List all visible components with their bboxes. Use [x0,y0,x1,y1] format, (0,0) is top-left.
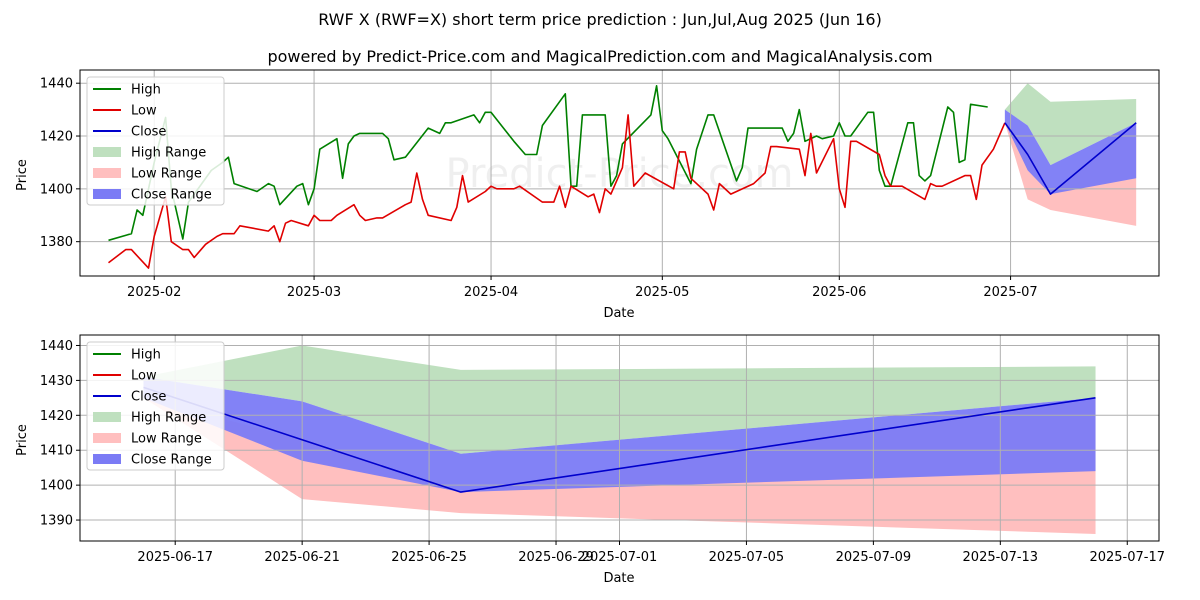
bottom-legend-label: Close [131,390,166,405]
top-x-tick-label: 2025-05 [635,285,689,300]
top-legend-label: Close [131,125,166,140]
bottom-x-tick-label: 2025-07-13 [963,550,1039,565]
bottom-panel: Predict-Price.com2025-06-172025-06-21202… [40,334,1165,565]
top-close-line [1004,122,1137,195]
top-legend-label: Low [131,104,157,119]
top-low-range-band [1004,122,1137,226]
bottom-y-axis-label: Price [15,424,30,456]
bottom-legend-swatch [93,412,121,422]
bottom-y-tick-label: 1420 [40,409,73,424]
bottom-legend-label: Close Range [131,453,212,468]
top-x-tick-label: 2025-02 [127,285,181,300]
top-y-tick-label: 1420 [40,130,73,145]
top-y-tick-label: 1400 [40,182,73,197]
bottom-x-axis-label: Date [603,571,634,586]
top-high-range-band [1004,83,1137,166]
top-x-tick-label: 2025-06 [812,285,866,300]
bottom-x-tick-label: 2025-06-17 [137,550,213,565]
bottom-close-range-band [143,376,1096,493]
bottom-legend-swatch [93,454,121,464]
bottom-y-tick-label: 1440 [40,339,73,354]
top-high-line [108,85,988,242]
top-x-tick-label: 2025-07 [983,285,1037,300]
bottom-y-tick-label: 1430 [40,374,73,389]
top-y-axis-label: Price [15,159,30,191]
top-legend-swatch [93,168,121,178]
top-legend-swatch [93,189,121,199]
bottom-x-tick-label: 2025-07-05 [709,550,785,565]
top-legend-label: High [131,83,161,98]
top-legend-label: Low Range [131,167,202,182]
bottom-legend-label: High Range [131,411,206,426]
top-legend-label: Close Range [131,188,212,203]
top-y-tick-label: 1380 [40,235,73,250]
bottom-x-tick-label: 2025-07-01 [582,550,658,565]
bottom-y-tick-label: 1390 [40,514,73,529]
bottom-y-tick-label: 1400 [40,479,73,494]
bottom-x-tick-label: 2025-06-29 [518,550,594,565]
bottom-low-range-band [143,397,1096,535]
top-legend-swatch [93,147,121,157]
top-legend-box [86,76,225,206]
top-y-tick-label: 1440 [40,77,73,92]
bottom-y-tick-label: 1410 [40,444,73,459]
bottom-x-tick-label: 2025-06-21 [264,550,340,565]
top-legend-label: High Range [131,146,206,161]
bottom-x-tick-label: 2025-07-09 [836,550,912,565]
bottom-plot-frame [79,334,1160,542]
bottom-legend-label: Low Range [131,432,202,447]
bottom-legend-box [86,341,225,471]
chart-title: RWF X (RWF=X) short term price predictio… [318,10,882,29]
bottom-x-tick-label: 2025-07-17 [1089,550,1165,565]
bottom-legend-swatch [93,433,121,443]
top-x-axis-label: Date [603,306,634,321]
bottom-legend-label: Low [131,369,157,384]
chart-subtitle: powered by Predict-Price.com and Magical… [267,47,932,66]
top-x-tick-label: 2025-04 [464,285,518,300]
top-low-line [108,114,1006,269]
top-plot-frame [79,69,1160,277]
bottom-legend-label: High [131,348,161,363]
bottom-x-tick-label: 2025-06-25 [391,550,467,565]
top-x-tick-label: 2025-03 [287,285,341,300]
